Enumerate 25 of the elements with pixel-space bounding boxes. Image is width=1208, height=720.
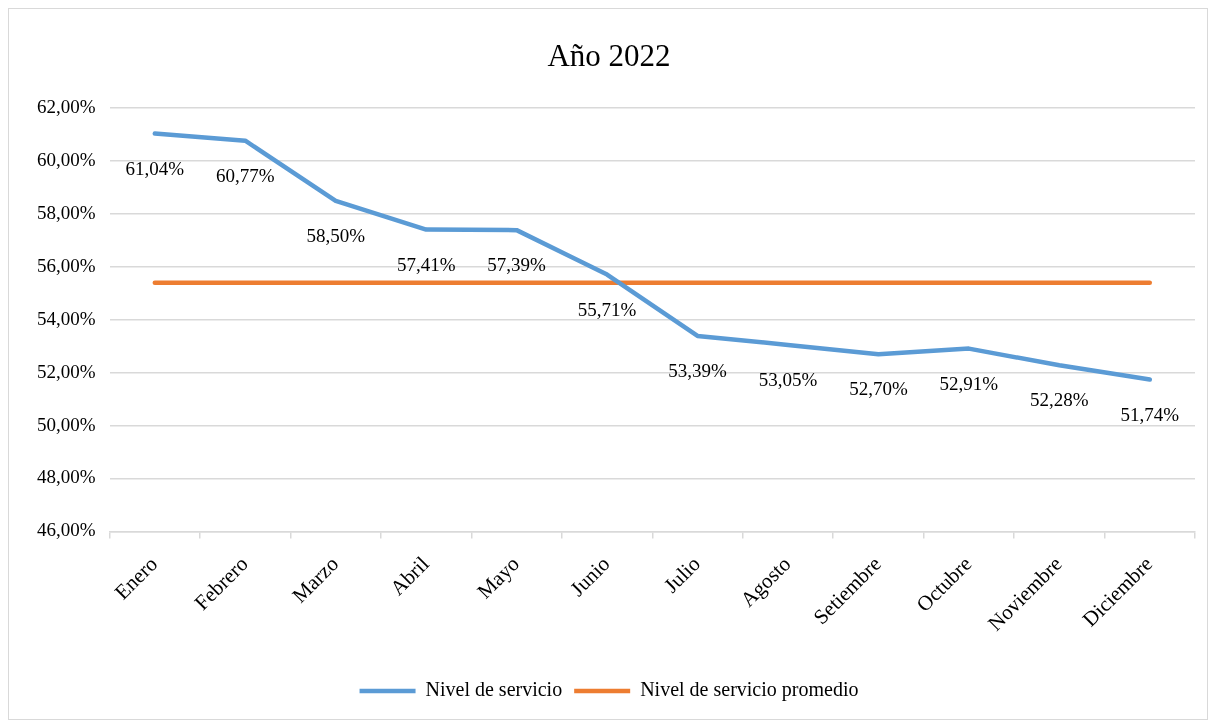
data-label: 52,91% — [939, 372, 999, 394]
data-label: 51,74% — [1120, 403, 1180, 425]
data-label: 60,77% — [215, 164, 275, 186]
y-tick-label: 54,00% — [37, 307, 96, 329]
chart-title: Año 2022 — [547, 37, 671, 73]
legend-label: Nivel de servicio promedio — [640, 678, 859, 702]
data-label: 57,41% — [396, 253, 456, 275]
y-tick-label: 46,00% — [37, 519, 96, 541]
y-tick-label: 62,00% — [37, 96, 96, 118]
legend-label: Nivel de servicio — [425, 678, 563, 701]
data-label: 57,39% — [487, 254, 547, 276]
data-label: 52,28% — [1030, 389, 1089, 411]
data-label: 55,71% — [577, 298, 637, 320]
y-tick-label: 48,00% — [37, 466, 96, 488]
data-label: 61,04% — [125, 157, 185, 179]
data-label: 52,70% — [849, 378, 908, 400]
data-label: 53,39% — [668, 359, 727, 381]
data-label: 53,05% — [758, 368, 818, 390]
x-tick-label: Julio — [659, 551, 705, 598]
y-tick-label: 50,00% — [37, 413, 96, 435]
y-tick-label: 60,00% — [37, 149, 96, 171]
y-tick-label: 56,00% — [37, 254, 96, 276]
y-tick-label: 58,00% — [37, 201, 96, 223]
y-tick-label: 52,00% — [37, 360, 96, 382]
data-label: 58,50% — [306, 224, 366, 246]
